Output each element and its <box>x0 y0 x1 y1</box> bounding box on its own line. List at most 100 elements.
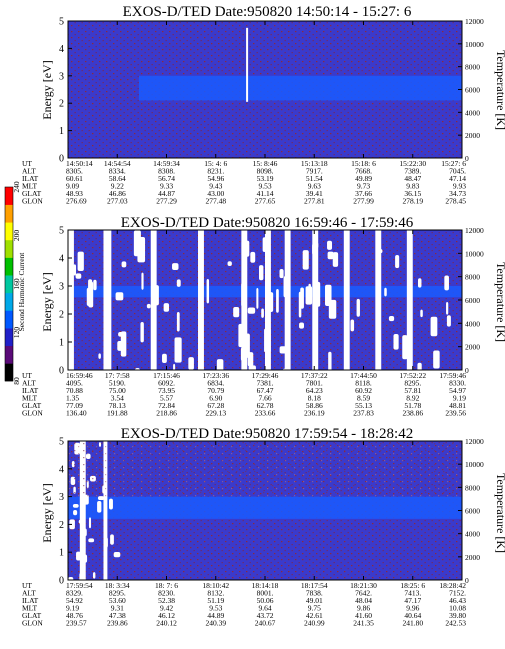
colorbar-tick-label: 120 <box>12 327 21 339</box>
orbit-value: 9.19 <box>453 394 466 403</box>
orbit-value: 218.86 <box>156 409 177 418</box>
y-tick-label: 3 <box>59 282 64 293</box>
panel-2-ylabel: Energy [eV] <box>40 272 54 331</box>
colorbar-ticks: 80 120 160 200 240 <box>12 181 21 385</box>
orbit-value: 49.89 <box>355 174 372 183</box>
data-dropout <box>84 528 87 537</box>
orbit-value: 9.96 <box>406 604 419 613</box>
y-right-tick-label: 2000 <box>465 131 480 140</box>
data-dropout <box>72 504 79 508</box>
orbit-value: 67.28 <box>207 401 224 410</box>
orbit-value: 276.69 <box>66 197 87 206</box>
orbit-value: 60.61 <box>66 174 83 183</box>
orbit-value: 51.19 <box>207 596 224 605</box>
orbit-row-label: ALT <box>22 379 36 388</box>
orbit-value: 9.22 <box>111 182 124 191</box>
orbit-value: 7917. <box>306 167 323 176</box>
orbit-value: 8295. <box>404 379 421 388</box>
data-dropout <box>250 251 256 263</box>
orbit-value: 9.86 <box>357 604 370 613</box>
data-dropout <box>163 303 170 312</box>
orbit-value: 18:14:18 <box>252 581 279 590</box>
orbit-value: 18: 7: 6 <box>155 581 178 590</box>
data-dropout <box>88 517 92 529</box>
panel-1-orbit-table: UT 14:50:14 14:54:54 14:59:34 15: 4: 6 15: 8:… <box>22 159 466 206</box>
orbit-row-label: ILAT <box>22 386 39 395</box>
y-tick-label: 5 <box>59 226 64 237</box>
orbit-value: 53.19 <box>257 174 274 183</box>
data-dropout <box>327 240 333 250</box>
y-right-tick-label: 2000 <box>465 343 480 352</box>
orbit-value: 75.00 <box>109 386 126 395</box>
orbit-value: 236.19 <box>304 409 325 418</box>
orbit-row-label: MLT <box>22 394 38 403</box>
orbit-value: 43.00 <box>207 189 224 198</box>
colorbar-blocks <box>4 186 14 382</box>
data-dropout <box>316 281 321 307</box>
y-tick-label: 5 <box>59 17 64 28</box>
data-dropout <box>82 554 88 563</box>
y-right-tick-label: 8000 <box>465 63 480 72</box>
y-right-tick-label: 6000 <box>465 507 480 516</box>
panel-3-ylabel: Energy [eV] <box>40 483 54 542</box>
data-dropout <box>261 308 264 318</box>
data-dropout <box>444 275 449 291</box>
orbit-value: 51.78 <box>404 401 421 410</box>
orbit-value: 44.89 <box>207 611 224 620</box>
data-dropout <box>379 249 383 254</box>
y-right-tick-label: 10000 <box>465 460 484 469</box>
orbit-value: 9.64 <box>258 604 271 613</box>
data-dropout <box>97 500 102 513</box>
data-dropout <box>388 315 395 322</box>
data-dropout <box>312 243 315 255</box>
orbit-row-label: GLON <box>22 409 43 418</box>
orbit-value: 15: 4: 6 <box>204 159 227 168</box>
colorbar-block <box>5 204 13 223</box>
orbit-value: 43.72 <box>257 611 274 620</box>
y-tick-label: 2 <box>59 520 64 531</box>
orbit-value: 42.61 <box>306 611 323 620</box>
data-dropout <box>68 298 73 303</box>
panel-1-ylabel-right: Temperature [K] <box>494 50 505 130</box>
orbit-value: 3.54 <box>111 394 124 403</box>
colorbar-block <box>5 310 13 329</box>
orbit-row-label: ALT <box>22 167 36 176</box>
orbit-value: 46.12 <box>158 611 175 620</box>
orbit-value: 237.83 <box>353 409 374 418</box>
orbit-value: 15:18: 6 <box>351 159 376 168</box>
data-dropout <box>279 346 287 354</box>
orbit-value: 14:59:34 <box>153 159 180 168</box>
orbit-value: 8334. <box>109 167 126 176</box>
orbit-value: 18:17:54 <box>301 581 328 590</box>
orbit-value: 58.86 <box>306 401 323 410</box>
orbit-value: 72.84 <box>158 401 175 410</box>
colorbar-label: Second Harmonic Current <box>17 252 26 332</box>
data-dropout <box>233 307 240 318</box>
data-dropout <box>115 292 124 301</box>
orbit-value: 239.86 <box>107 619 128 628</box>
data-gap <box>198 230 204 370</box>
orbit-value: 16:59:46 <box>66 371 93 380</box>
data-dropout <box>256 288 259 309</box>
orbit-value: 73.95 <box>158 386 175 395</box>
data-dropout <box>198 233 201 255</box>
data-dropout <box>188 357 194 370</box>
orbit-value: 53.60 <box>109 596 126 605</box>
orbit-value: 6834. <box>207 379 224 388</box>
orbit-value: 77.09 <box>66 401 83 410</box>
data-dropout <box>172 263 179 271</box>
orbit-value: 277.99 <box>353 197 374 206</box>
data-dropout <box>283 276 287 298</box>
data-dropout <box>420 309 423 318</box>
data-dropout <box>75 273 82 279</box>
orbit-value: 7642. <box>355 589 372 598</box>
data-dropout <box>265 292 274 313</box>
orbit-value: 70.79 <box>207 386 224 395</box>
orbit-value: 8329. <box>66 589 83 598</box>
orbit-value: 242.53 <box>445 619 466 628</box>
data-dropout <box>446 302 449 315</box>
y-right-tick-label: 0 <box>465 366 469 375</box>
orbit-row-label: UT <box>22 159 32 168</box>
data-dropout <box>356 298 360 317</box>
orbit-value: 8230. <box>158 589 175 598</box>
